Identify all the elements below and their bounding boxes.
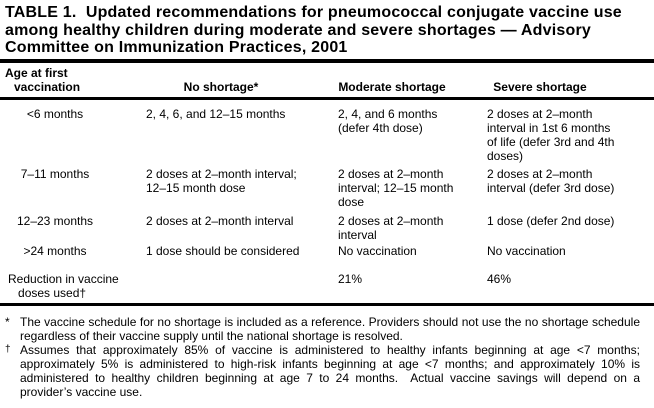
cell-moderate-shortage: 2 doses at 2–month interval; 12–15 month… bbox=[338, 166, 454, 209]
column-header-no-shortage: No shortage* bbox=[183, 79, 259, 94]
cell-moderate-shortage: 2 doses at 2–month interval bbox=[338, 213, 444, 242]
rule-top bbox=[0, 58, 654, 63]
cell-severe-shortage: 2 doses at 2–month interval in 1st 6 mon… bbox=[487, 106, 615, 163]
cell-moderate-shortage-reduction: 21% bbox=[338, 271, 363, 286]
cell-severe-shortage: 1 dose (defer 2nd dose) bbox=[487, 213, 615, 228]
cell-no-shortage: 2 doses at 2–month interval bbox=[146, 213, 294, 228]
rule-under-header bbox=[0, 96, 654, 100]
column-header-age: Age at first vaccination bbox=[0, 66, 110, 94]
rule-bottom bbox=[0, 302, 654, 306]
footnote-marker-asterisk: * bbox=[5, 314, 10, 329]
table-row: <6 months 2, 4, 6, and 12–15 months 2, 4… bbox=[0, 107, 654, 163]
column-header-age-line1: Age at first bbox=[5, 65, 68, 80]
summary-row: Reduction in vaccine doses used† 21% 46% bbox=[0, 272, 654, 300]
cell-no-shortage: 2 doses at 2–month interval; 12–15 month… bbox=[146, 166, 297, 195]
cell-severe-shortage: 2 doses at 2–month interval (defer 3rd d… bbox=[487, 166, 615, 195]
cell-age: 12–23 months bbox=[16, 213, 94, 228]
cell-age: 7–11 months bbox=[20, 166, 90, 181]
column-header-age-line2: vaccination bbox=[14, 79, 81, 94]
table-row: 12–23 months 2 doses at 2–month interval… bbox=[0, 214, 654, 242]
cell-age: <6 months bbox=[26, 106, 84, 121]
cell-moderate-shortage: 2, 4, and 6 months (defer 4th dose) bbox=[338, 106, 438, 135]
footnote: * The vaccine schedule for no shortage is… bbox=[5, 315, 640, 343]
column-header-moderate-shortage: Moderate shortage bbox=[338, 79, 446, 94]
table-title: TABLE 1. Updated recommendations for pne… bbox=[5, 4, 622, 56]
footnotes: * The vaccine schedule for no shortage is… bbox=[0, 315, 654, 399]
cell-age: >24 months bbox=[23, 243, 87, 258]
footnote-text: Assumes that approximately 85% of vaccin… bbox=[20, 342, 644, 399]
cell-summary-label: Reduction in vaccine doses used† bbox=[8, 271, 119, 300]
table-row: >24 months 1 dose should be considered N… bbox=[0, 244, 654, 258]
footnote-text: The vaccine schedule for no shortage is … bbox=[20, 314, 644, 343]
table-row: 7–11 months 2 doses at 2–month interval;… bbox=[0, 167, 654, 209]
cell-no-shortage: 1 dose should be considered bbox=[146, 243, 300, 258]
table-header-row: Age at first vaccination No shortage* Mo… bbox=[0, 66, 654, 97]
footnote-marker-dagger: † bbox=[5, 343, 11, 355]
footnote: † Assumes that approximately 85% of vacci… bbox=[5, 343, 640, 399]
cell-moderate-shortage: No vaccination bbox=[338, 243, 417, 258]
cell-severe-shortage-reduction: 46% bbox=[487, 271, 512, 286]
cell-severe-shortage: No vaccination bbox=[487, 243, 566, 258]
cell-no-shortage: 2, 4, 6, and 12–15 months bbox=[146, 106, 286, 121]
table-body: <6 months 2, 4, 6, and 12–15 months 2, 4… bbox=[0, 100, 654, 300]
column-header-severe-shortage: Severe shortage bbox=[493, 79, 587, 94]
